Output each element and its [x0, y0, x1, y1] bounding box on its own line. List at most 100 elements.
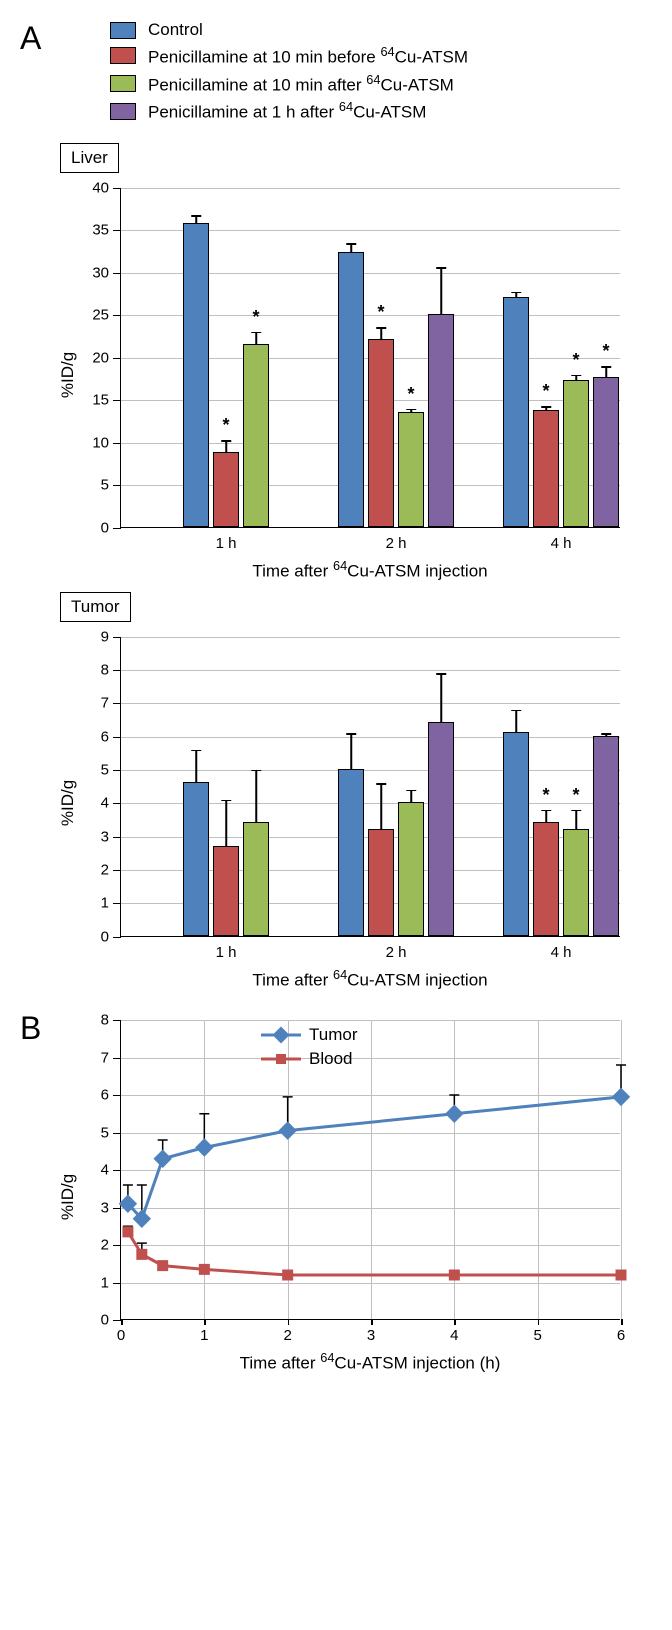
bar — [243, 822, 269, 935]
y-tick — [113, 737, 121, 738]
y-tick — [113, 485, 121, 486]
error-bar — [575, 810, 577, 830]
x-tick-label: 1 — [200, 1327, 208, 1344]
error-bar — [575, 375, 577, 381]
y-tick — [113, 1320, 121, 1321]
bar — [503, 732, 529, 935]
y-tick — [113, 937, 121, 938]
error-bar — [350, 733, 352, 770]
line-legend-item: Tumor — [261, 1025, 358, 1045]
error-cap — [571, 810, 581, 812]
error-bar — [255, 770, 257, 823]
series-marker — [283, 1270, 293, 1280]
significance-mark: * — [572, 350, 579, 371]
bar-group: * * * — [503, 297, 619, 527]
organ-label: Tumor — [60, 592, 131, 622]
bar: * — [213, 452, 239, 527]
y-tick-label: 20 — [92, 349, 109, 366]
y-tick — [113, 803, 121, 804]
legend-swatch — [110, 103, 136, 120]
error-cap — [251, 770, 261, 772]
gridline — [121, 670, 620, 671]
y-tick-label: 0 — [101, 928, 109, 945]
x-tick-label: 6 — [617, 1327, 625, 1344]
bar — [183, 782, 209, 935]
series-marker — [449, 1270, 459, 1280]
error-cap — [221, 800, 231, 802]
y-tick-label: 6 — [101, 728, 109, 745]
y-tick-label: 8 — [101, 1012, 109, 1029]
y-tick — [113, 1283, 121, 1284]
significance-mark: * — [542, 381, 549, 402]
x-tick-label: 1 h — [216, 944, 237, 961]
significance-mark: * — [572, 785, 579, 806]
y-tick — [113, 1245, 121, 1246]
bar: * — [593, 377, 619, 527]
series-marker — [154, 1151, 171, 1168]
bar: * — [533, 822, 559, 935]
legend-item: Penicillamine at 10 min after 64Cu-ATSM — [110, 72, 662, 96]
y-tick-label: 1 — [101, 1274, 109, 1291]
y-tick-label: 15 — [92, 392, 109, 409]
error-bar — [545, 810, 547, 823]
error-bar — [440, 267, 442, 315]
x-tick — [621, 1319, 623, 1325]
organ-label: Liver — [60, 143, 119, 173]
panel-b-label: B — [20, 1010, 41, 1047]
error-bar — [605, 733, 607, 736]
y-tick — [113, 188, 121, 189]
plot-area: 0123456780123456TumorBlood — [120, 1020, 620, 1320]
error-cap — [406, 409, 416, 411]
error-cap — [221, 440, 231, 442]
series-marker — [199, 1265, 209, 1275]
line-legend-marker — [261, 1027, 301, 1043]
error-cap — [346, 243, 356, 245]
bar-group: ** — [503, 732, 619, 935]
y-axis-title: %ID/g — [58, 352, 78, 398]
series-marker — [137, 1250, 147, 1260]
significance-mark: * — [252, 307, 259, 328]
error-bar — [195, 750, 197, 783]
bar — [338, 252, 364, 527]
y-tick — [113, 837, 121, 838]
legend-swatch — [110, 47, 136, 64]
error-bar — [225, 800, 227, 847]
y-tick-label: 1 — [101, 895, 109, 912]
legend-swatch — [110, 75, 136, 92]
bar — [428, 314, 454, 527]
y-tick-label: 6 — [101, 1087, 109, 1104]
legend-label: Penicillamine at 10 min after 64Cu-ATSM — [148, 72, 454, 96]
y-tick — [113, 870, 121, 871]
error-cap — [436, 267, 446, 269]
legend-label: Penicillamine at 10 min before 64Cu-ATSM — [148, 44, 468, 68]
bar — [503, 297, 529, 527]
bar: * — [533, 410, 559, 527]
bar — [368, 829, 394, 936]
error-bar — [545, 406, 547, 410]
error-bar — [410, 790, 412, 803]
y-tick-label: 5 — [101, 477, 109, 494]
y-tick — [113, 1170, 121, 1171]
y-tick-label: 2 — [101, 1237, 109, 1254]
error-cap — [191, 215, 201, 217]
x-axis-title: Time after 64Cu-ATSM injection (h) — [120, 1350, 620, 1374]
y-axis-title: %ID/g — [58, 1174, 78, 1220]
y-tick — [113, 315, 121, 316]
error-bar — [440, 673, 442, 723]
y-tick-label: 25 — [92, 307, 109, 324]
y-tick — [113, 273, 121, 274]
series-marker — [616, 1270, 626, 1280]
bar — [213, 846, 239, 936]
x-axis-title: Time after 64Cu-ATSM injection — [120, 558, 620, 582]
error-cap — [251, 332, 261, 334]
y-tick-label: 0 — [101, 1312, 109, 1329]
x-tick-label: 2 h — [386, 944, 407, 961]
y-tick — [113, 703, 121, 704]
series-marker — [123, 1227, 133, 1237]
y-tick — [113, 400, 121, 401]
y-tick — [113, 528, 121, 529]
y-tick-label: 3 — [101, 1199, 109, 1216]
legend-swatch — [110, 22, 136, 39]
y-tick-label: 4 — [101, 795, 109, 812]
gridline — [121, 703, 620, 704]
